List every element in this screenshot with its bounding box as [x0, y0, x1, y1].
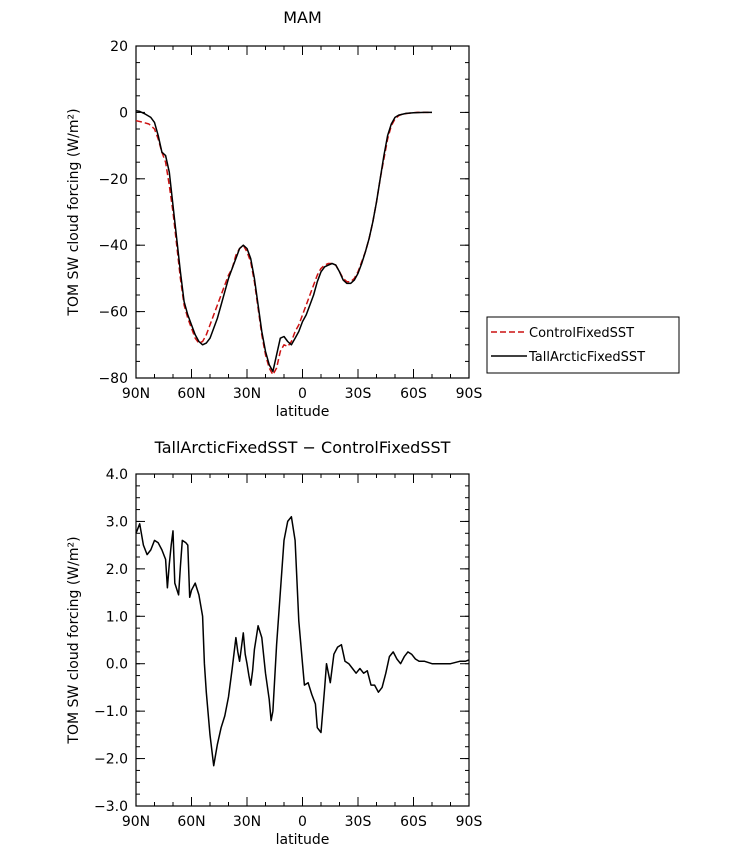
- chart-1: [135, 45, 470, 379]
- x-tick-label: 0: [298, 814, 307, 830]
- chart-title: TallArcticFixedSST − ControlFixedSST: [154, 438, 451, 457]
- x-tick-label: 90S: [456, 814, 483, 830]
- chart-title: MAM: [283, 8, 322, 27]
- y-axis-label: TOM SW cloud forcing (W/m²): [66, 536, 82, 744]
- x-tick-label: 60S: [400, 386, 427, 402]
- y-tick-label: −20: [98, 172, 128, 188]
- y-tick-label: −2.0: [94, 752, 128, 768]
- y-tick-label: 2.0: [106, 562, 128, 578]
- y-tick-label: −1.0: [94, 704, 128, 720]
- x-tick-label: 60N: [177, 814, 205, 830]
- y-tick-label: 3.0: [106, 514, 128, 530]
- x-tick-label: 60S: [400, 814, 427, 830]
- x-tick-label: 90N: [122, 814, 150, 830]
- x-tick-label: 0: [298, 386, 307, 402]
- y-tick-label: −40: [98, 238, 128, 254]
- x-axis-label: latitude: [276, 832, 330, 848]
- y-tick-label: −3.0: [94, 799, 128, 815]
- series-line-difference: [135, 515, 470, 767]
- plot-frame: [135, 473, 470, 807]
- legend-box: [486, 316, 680, 374]
- y-tick-label: −80: [98, 371, 128, 387]
- legend-label: TallArcticFixedSST: [528, 350, 645, 365]
- x-tick-label: 30N: [233, 386, 261, 402]
- plot-frame: [135, 45, 470, 379]
- x-tick-label: 30N: [233, 814, 261, 830]
- x-tick-label: 30S: [345, 814, 372, 830]
- y-axis-label: TOM SW cloud forcing (W/m²): [66, 108, 82, 316]
- chart-2: [135, 473, 470, 807]
- y-tick-label: 4.0: [106, 467, 128, 483]
- y-tick-label: 0: [119, 105, 128, 121]
- series-line-controlfixedsst: [135, 111, 432, 376]
- legend: ControlFixedSST TallArcticFixedSST: [486, 316, 680, 374]
- x-axis-label: latitude: [276, 404, 330, 420]
- y-tick-label: 20: [110, 39, 128, 55]
- series-line-tallarcticfixedsst: [135, 109, 432, 373]
- y-tick-label: 0.0: [106, 657, 128, 673]
- y-tick-label: 1.0: [106, 609, 128, 625]
- y-tick-label: −60: [98, 305, 128, 321]
- x-tick-label: 60N: [177, 386, 205, 402]
- x-tick-label: 90S: [456, 386, 483, 402]
- x-tick-label: 90N: [122, 386, 150, 402]
- legend-label: ControlFixedSST: [529, 326, 634, 341]
- x-tick-label: 30S: [345, 386, 372, 402]
